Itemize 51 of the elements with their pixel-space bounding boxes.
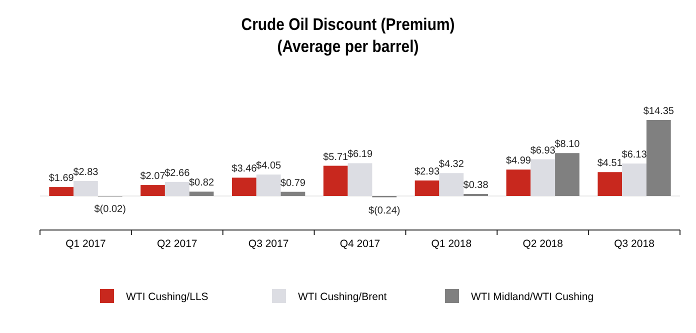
data-label: $4.32 xyxy=(438,159,464,170)
bar xyxy=(506,170,531,196)
x-tick-label: Q2 2017 xyxy=(156,238,198,250)
data-label: $0.82 xyxy=(189,178,214,189)
data-label: $4.05 xyxy=(256,160,282,172)
data-label: $14.35 xyxy=(643,106,674,117)
data-label: $(0.02) xyxy=(94,204,126,216)
data-label: $5.71 xyxy=(323,152,349,163)
bar xyxy=(414,180,440,196)
x-tick-label: Q1 2018 xyxy=(431,238,472,250)
data-label: $4.51 xyxy=(597,158,623,170)
data-label: $2.83 xyxy=(73,167,99,178)
bar xyxy=(140,185,165,196)
bar xyxy=(280,192,306,196)
data-label: $6.93 xyxy=(530,145,556,156)
data-label: $2.66 xyxy=(164,168,190,179)
data-label: $6.13 xyxy=(622,150,648,161)
bar xyxy=(622,164,646,196)
bar xyxy=(530,159,556,196)
bar xyxy=(646,120,671,196)
bar xyxy=(439,173,464,196)
data-label: $6.19 xyxy=(347,149,373,160)
data-label: $1.69 xyxy=(48,173,74,184)
legend-label: WTI Midland/WTI Cushing xyxy=(471,291,594,303)
data-label: $0.79 xyxy=(280,178,306,189)
x-tick-label: Q2 2018 xyxy=(522,238,564,250)
data-label: $2.07 xyxy=(140,171,166,182)
x-tick-label: Q3 2017 xyxy=(248,238,289,250)
bar xyxy=(232,178,256,196)
bar xyxy=(49,187,74,196)
data-label: $8.10 xyxy=(554,139,580,150)
x-tick-label: Q3 2018 xyxy=(614,238,655,250)
chart-subtitle: (Average per barrel) xyxy=(277,38,419,56)
data-label: $4.99 xyxy=(506,156,532,167)
data-label: $3.46 xyxy=(232,164,258,175)
chart-title: Crude Oil Discount (Premium) xyxy=(241,16,455,34)
x-tick-label: Q4 2017 xyxy=(340,238,380,250)
bar xyxy=(555,153,580,196)
bar xyxy=(598,172,622,196)
bar xyxy=(256,174,281,196)
legend-label: WTI Cushing/Brent xyxy=(298,291,387,303)
bar xyxy=(348,163,372,196)
bar xyxy=(74,181,98,196)
bar xyxy=(323,166,348,196)
x-tick-label: Q1 2017 xyxy=(66,238,106,250)
legend-label: WTI Cushing/LLS xyxy=(126,291,208,303)
data-label: $(0.24) xyxy=(368,205,400,216)
data-label: $0.38 xyxy=(463,180,489,191)
bar xyxy=(189,192,214,196)
bar xyxy=(164,182,190,196)
data-label: $2.93 xyxy=(414,166,440,178)
